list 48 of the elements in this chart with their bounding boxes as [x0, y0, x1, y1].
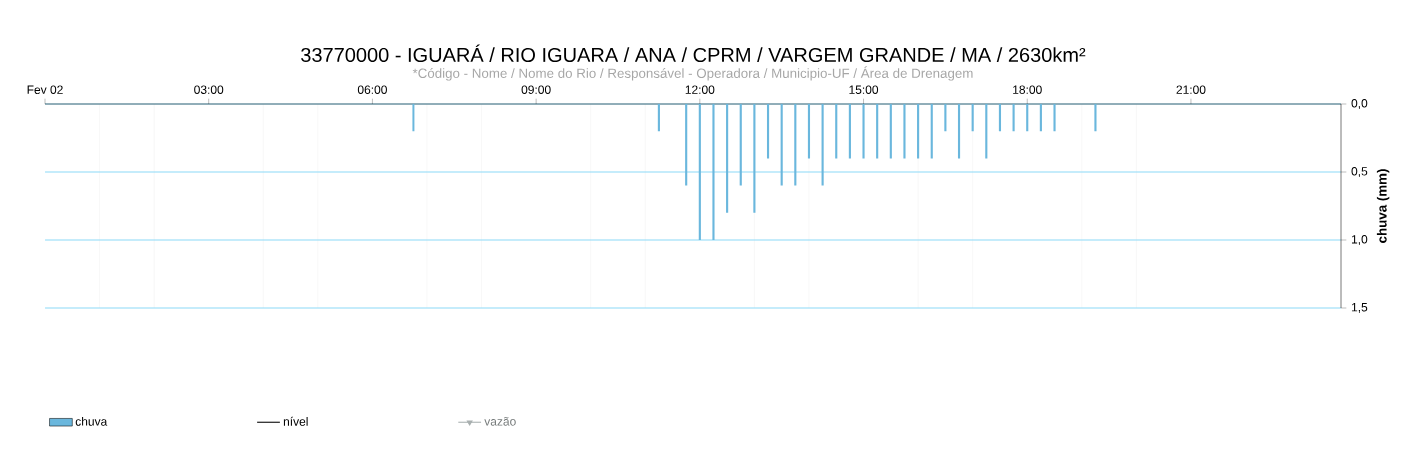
bar — [807, 104, 811, 159]
bar — [1026, 104, 1029, 132]
y-tick-label: 0,5 — [1351, 167, 1368, 177]
bar — [780, 104, 783, 186]
bar — [998, 104, 1002, 132]
bar — [903, 104, 906, 159]
bar — [685, 104, 688, 186]
x-tick-label: 06:00 — [357, 85, 387, 94]
x-tick-label: 15:00 — [849, 85, 879, 94]
bar — [862, 104, 865, 159]
bar — [1053, 104, 1056, 132]
bar — [985, 104, 988, 159]
bar — [753, 104, 756, 213]
bar — [739, 104, 742, 186]
bar — [1039, 104, 1042, 132]
bar — [1094, 104, 1097, 132]
x-tick-label: 18:00 — [1013, 85, 1042, 94]
bar — [957, 104, 961, 159]
bar — [917, 104, 920, 159]
y-tick-label: 1,0 — [1351, 235, 1368, 245]
bar — [971, 104, 974, 132]
chart-subtitle: *Código - Nome / Nome do Rio / Responsável - Operadora / Municipio-UF / Área de Drenagem — [412, 66, 973, 81]
bar — [766, 104, 770, 159]
bar — [1012, 104, 1015, 132]
bar — [712, 104, 715, 240]
y-axis-title: chuva (mm) — [1376, 169, 1390, 243]
chart-title: 33770000 - IGUARÁ / RIO IGUARA / ANA / CPRM / VARGEM GRANDE / MA / 2630km² — [301, 44, 1086, 63]
x-tick-label: 03:00 — [194, 85, 224, 94]
bar — [848, 104, 851, 159]
x-tick-label: 09:00 — [521, 85, 551, 94]
bar — [835, 104, 838, 159]
bar — [821, 104, 824, 186]
bar — [726, 104, 729, 213]
bar — [876, 104, 879, 159]
bar — [698, 104, 701, 240]
y-tick-label: 1,5 — [1351, 303, 1368, 313]
x-tick-label: 12:00 — [685, 85, 715, 94]
bar — [657, 104, 660, 132]
legend-label: nível — [283, 416, 308, 426]
legend-label: vazão — [484, 416, 516, 426]
bar — [794, 104, 797, 186]
legend-label: chuva — [75, 416, 108, 426]
x-tick-label: Fev 02 — [27, 85, 63, 94]
bar — [889, 104, 892, 159]
bar — [930, 104, 933, 159]
bar — [944, 104, 947, 132]
x-tick-label: 21:00 — [1176, 85, 1206, 94]
y-tick-label: 0,0 — [1351, 99, 1368, 109]
